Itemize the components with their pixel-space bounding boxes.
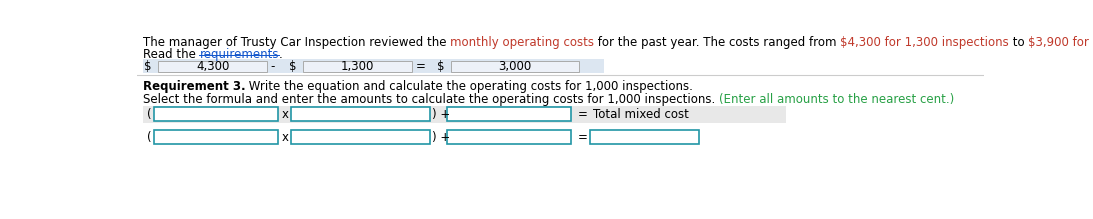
Text: to: to bbox=[1009, 35, 1029, 49]
Text: -: - bbox=[271, 60, 275, 73]
FancyBboxPatch shape bbox=[447, 107, 572, 121]
FancyBboxPatch shape bbox=[158, 61, 267, 72]
FancyBboxPatch shape bbox=[143, 59, 604, 73]
FancyBboxPatch shape bbox=[451, 61, 579, 72]
Text: (: ( bbox=[146, 108, 151, 121]
Text: $4,300 for 1,300 inspections: $4,300 for 1,300 inspections bbox=[841, 35, 1009, 49]
Text: monthly operating costs: monthly operating costs bbox=[450, 35, 595, 49]
Text: $: $ bbox=[290, 60, 297, 73]
Text: Read the: Read the bbox=[143, 48, 199, 61]
Text: ) +: ) + bbox=[432, 131, 450, 144]
Text: 3,000: 3,000 bbox=[498, 60, 532, 73]
FancyBboxPatch shape bbox=[303, 61, 412, 72]
Text: 1,300: 1,300 bbox=[341, 60, 374, 73]
Text: Select the formula and enter the amounts to calculate the operating costs for 1,: Select the formula and enter the amounts… bbox=[143, 93, 719, 106]
FancyBboxPatch shape bbox=[143, 129, 786, 146]
Text: for the past year. The costs ranged from: for the past year. The costs ranged from bbox=[595, 35, 841, 49]
FancyBboxPatch shape bbox=[291, 130, 431, 144]
FancyBboxPatch shape bbox=[143, 106, 786, 122]
Text: ) +: ) + bbox=[432, 108, 450, 121]
FancyBboxPatch shape bbox=[154, 107, 279, 121]
FancyBboxPatch shape bbox=[291, 107, 431, 121]
Text: Write the equation and calculate the operating costs for 1,000 inspections.: Write the equation and calculate the ope… bbox=[246, 80, 693, 93]
Text: =: = bbox=[415, 60, 425, 73]
FancyBboxPatch shape bbox=[447, 130, 572, 144]
Text: =: = bbox=[577, 108, 587, 121]
FancyBboxPatch shape bbox=[154, 130, 279, 144]
Text: Requirement 3.: Requirement 3. bbox=[143, 80, 246, 93]
Text: =: = bbox=[577, 131, 587, 144]
Text: $3,900 for 900 inspections.: $3,900 for 900 inspections. bbox=[1029, 35, 1093, 49]
Text: x: x bbox=[282, 108, 289, 121]
Text: $: $ bbox=[144, 60, 152, 73]
Text: The manager of Trusty Car Inspection reviewed the: The manager of Trusty Car Inspection rev… bbox=[143, 35, 450, 49]
Text: .: . bbox=[279, 48, 283, 61]
FancyBboxPatch shape bbox=[590, 130, 698, 144]
Text: (Enter all amounts to the nearest cent.): (Enter all amounts to the nearest cent.) bbox=[719, 93, 954, 106]
Text: $: $ bbox=[437, 60, 445, 73]
Text: x: x bbox=[282, 131, 289, 144]
Text: 4,300: 4,300 bbox=[196, 60, 230, 73]
Text: (: ( bbox=[146, 131, 151, 144]
Text: requirements: requirements bbox=[199, 48, 279, 61]
Text: Total mixed cost: Total mixed cost bbox=[593, 108, 689, 121]
